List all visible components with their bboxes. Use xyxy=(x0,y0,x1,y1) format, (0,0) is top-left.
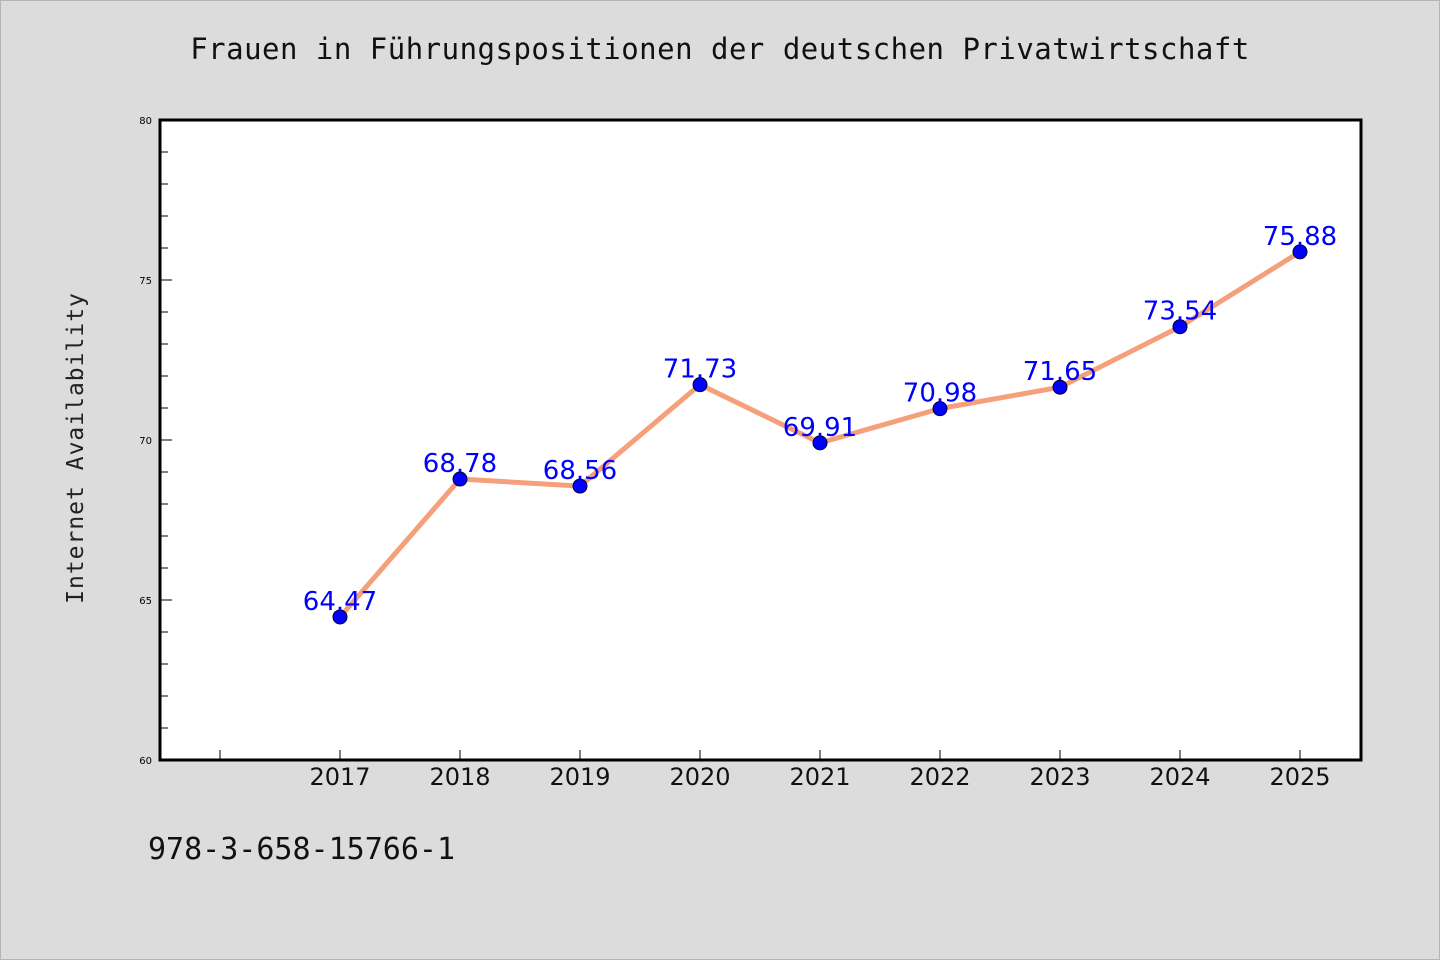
data-label: 68.56 xyxy=(543,456,617,486)
data-point xyxy=(932,401,948,417)
y-tick-label: 60 xyxy=(139,756,152,767)
data-point xyxy=(332,609,348,625)
x-tick-label: 2019 xyxy=(549,763,610,791)
y-tick-label: 80 xyxy=(139,116,152,127)
data-point xyxy=(1292,244,1308,260)
data-label: 68.78 xyxy=(423,449,497,479)
x-tick-label: 2020 xyxy=(669,763,730,791)
data-label: 75.88 xyxy=(1263,222,1337,252)
plot-border xyxy=(158,118,1363,762)
y-tick-label: 75 xyxy=(139,276,152,287)
x-tick-label: 2023 xyxy=(1029,763,1090,791)
data-labels: 64.47 68.78 68.56 71.73 69.91 70.98 71.65 73.54… xyxy=(303,222,1337,617)
footnote: 978-3-658-15766-1 xyxy=(148,832,456,867)
x-tick-label: 2024 xyxy=(1149,763,1210,791)
x-tick-label: 2018 xyxy=(429,763,490,791)
x-axis: 2017 2018 2019 2020 2021 2022 2023 2024 2025 xyxy=(219,750,1331,791)
x-tick-label: 2021 xyxy=(789,763,850,791)
data-point xyxy=(692,377,708,393)
x-tick-label: 2017 xyxy=(309,763,370,791)
data-point xyxy=(452,471,468,487)
y-tick-label: 65 xyxy=(139,596,152,607)
chart-title: Frauen in Führungspositionen der deutsch… xyxy=(190,32,1250,66)
data-point xyxy=(572,478,588,494)
data-point xyxy=(1052,379,1068,395)
y-tick-label: 70 xyxy=(139,436,152,447)
data-label: 69.91 xyxy=(783,413,857,443)
y-axis: 60 65 70 75 80 xyxy=(139,116,172,767)
data-label: 71.73 xyxy=(663,355,737,385)
data-label: 71.65 xyxy=(1023,357,1097,387)
data-label: 64.47 xyxy=(303,587,377,617)
series-markers xyxy=(332,244,1308,625)
data-label: 73.54 xyxy=(1143,297,1217,327)
plot-area xyxy=(160,120,1361,760)
data-point xyxy=(1172,319,1188,335)
data-point xyxy=(812,435,828,451)
x-tick-label: 2022 xyxy=(909,763,970,791)
data-label: 70.98 xyxy=(903,379,977,409)
x-tick-label: 2025 xyxy=(1269,763,1330,791)
